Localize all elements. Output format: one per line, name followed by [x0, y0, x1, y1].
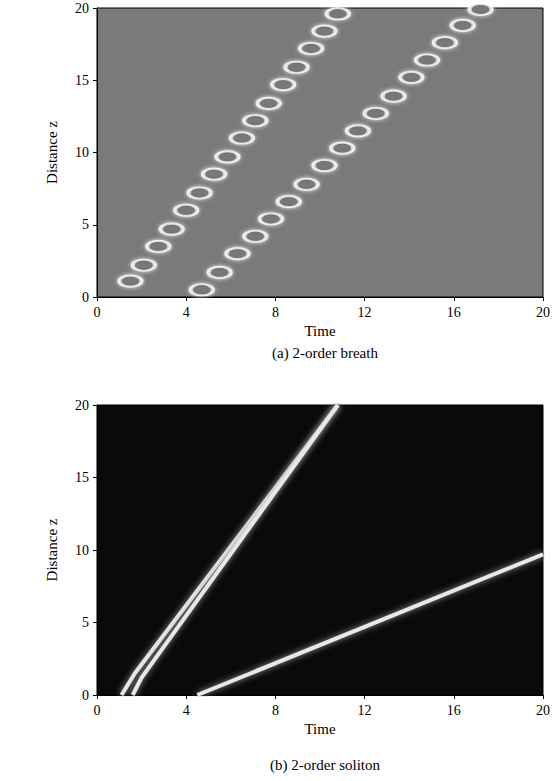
svg-text:(a) 2-order breath: (a) 2-order breath [272, 345, 378, 362]
svg-text:16: 16 [447, 703, 461, 718]
svg-text:8: 8 [272, 703, 279, 718]
svg-text:20: 20 [536, 305, 550, 320]
svg-text:20: 20 [75, 1, 89, 16]
svg-text:8: 8 [272, 305, 279, 320]
svg-text:Time: Time [304, 721, 335, 737]
svg-text:0: 0 [82, 688, 89, 703]
svg-text:16: 16 [447, 305, 461, 320]
svg-text:10: 10 [75, 145, 89, 160]
svg-text:10: 10 [75, 543, 89, 558]
svg-text:15: 15 [75, 73, 89, 88]
svg-text:(b) 2-order soliton: (b) 2-order soliton [270, 757, 380, 774]
svg-text:0: 0 [94, 305, 101, 320]
svg-text:5: 5 [82, 615, 89, 630]
svg-text:15: 15 [75, 470, 89, 485]
svg-text:0: 0 [94, 703, 101, 718]
svg-text:Time: Time [304, 323, 335, 339]
svg-text:20: 20 [536, 703, 550, 718]
svg-text:12: 12 [358, 305, 372, 320]
svg-text:4: 4 [183, 703, 190, 718]
svg-text:20: 20 [75, 398, 89, 413]
svg-text:Distance z: Distance z [44, 518, 60, 581]
svg-text:5: 5 [82, 217, 89, 232]
svg-text:0: 0 [82, 290, 89, 305]
svg-text:Distance z: Distance z [44, 121, 60, 184]
svg-text:12: 12 [358, 703, 372, 718]
svg-text:4: 4 [183, 305, 190, 320]
